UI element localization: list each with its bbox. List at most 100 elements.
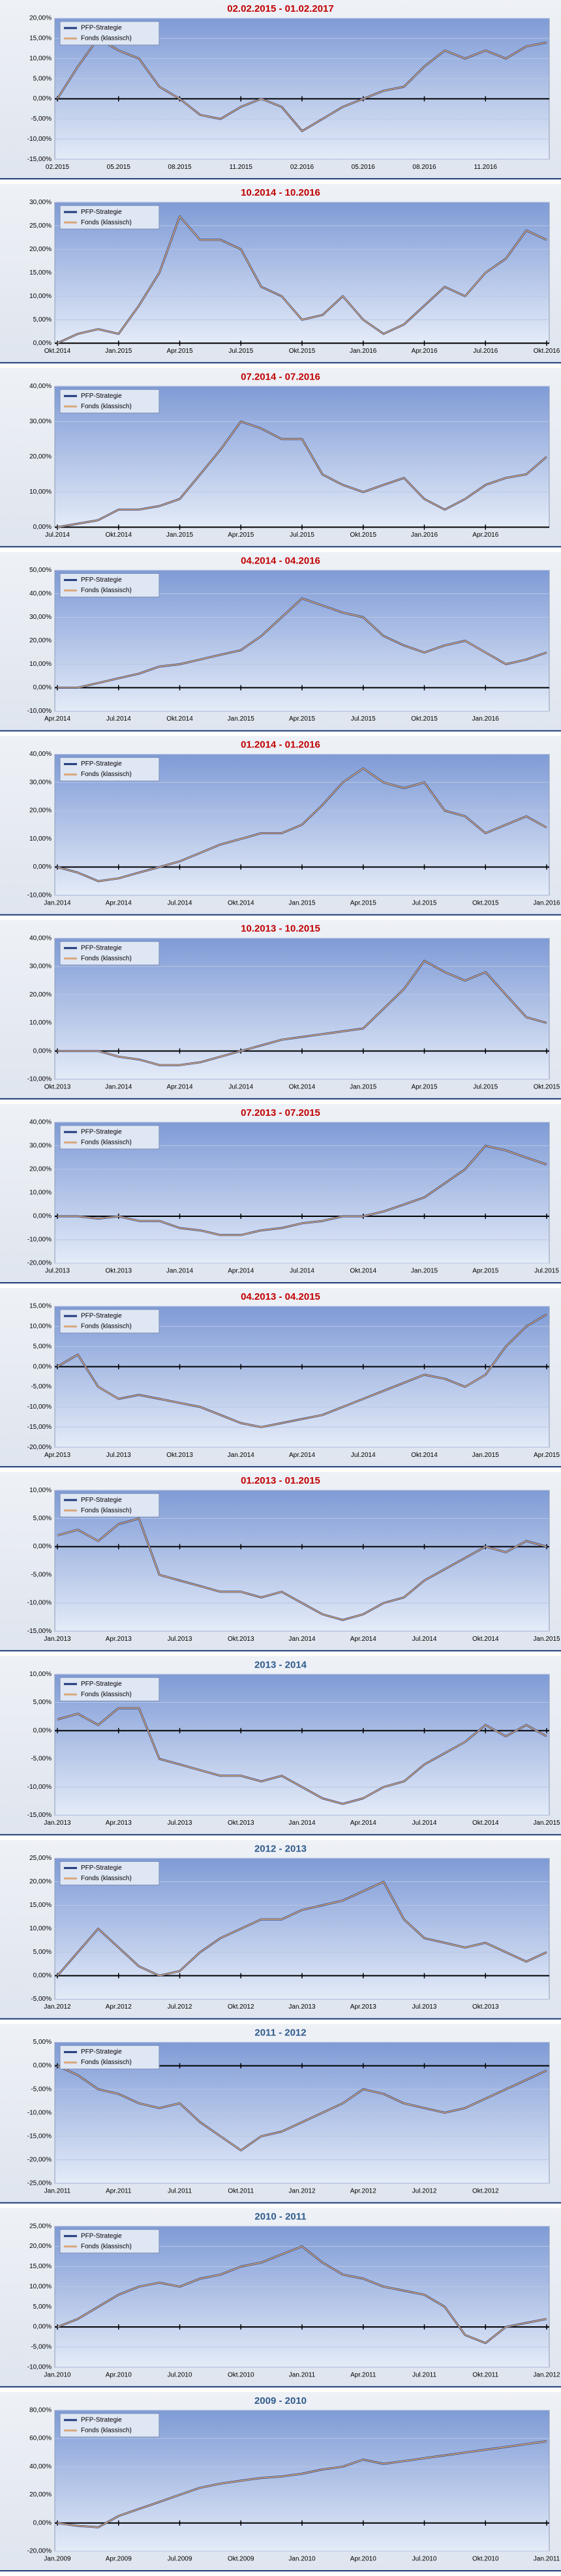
x-tick-label: Jul.2014 [45,532,70,539]
y-tick-label: 30,00% [29,199,52,206]
x-tick-label: Apr.2012 [106,2003,132,2011]
x-tick-label: Okt.2013 [472,2003,499,2011]
x-tick-label: Okt.2014 [228,899,254,906]
x-tick-label: Jan.2014 [288,1636,316,1643]
y-tick-label: -5,00% [31,2086,52,2093]
y-tick-label: 40,00% [29,935,52,942]
chart-title: 02.02.2015 - 01.02.2017 [227,3,333,14]
legend-label: PFP-Strategie [81,209,122,216]
x-tick-label: Okt.2015 [350,532,376,539]
x-tick-label: Jul.2009 [168,2556,192,2563]
chart-title: 04.2014 - 04.2016 [241,555,320,566]
x-tick-label: Jul.2014 [351,1452,376,1459]
x-tick-label: Apr.2015 [534,1452,560,1459]
y-tick-label: 0,00% [33,1727,52,1734]
y-tick-label: -10,00% [27,1075,52,1083]
x-tick-label: Jul.2016 [473,348,498,355]
y-tick-label: 30,00% [29,1143,52,1150]
y-tick-label: 5,00% [33,1699,52,1706]
y-tick-label: 0,00% [33,1213,52,1220]
x-tick-label: Okt.2013 [105,1268,132,1275]
y-tick-label: -15,00% [27,2133,52,2140]
legend-box [59,2229,160,2254]
x-tick-label: Apr.2010 [106,2371,132,2378]
legend-label: Fonds (klassisch) [81,403,132,410]
y-tick-label: 20,00% [29,246,52,253]
x-tick-label: Okt.2014 [289,1083,316,1090]
y-tick-label: -15,00% [27,1812,52,1819]
chart-panel: 2013 - 2014 10,00% 5,00% 0,00% -5,00% -10,00%… [0,1656,561,1836]
chart-title: 2010 - 2011 [254,2211,306,2223]
x-tick-label: 05.2015 [107,164,131,171]
legend-label: PFP-Strategie [81,1128,122,1135]
y-tick-label: 0,00% [33,2519,52,2526]
legend-label: PFP-Strategie [81,25,122,32]
legend-box [59,205,160,230]
series-line [57,1145,547,1236]
y-tick-label: 10,00% [29,293,52,300]
series-line [57,216,547,344]
y-tick-label: -10,00% [27,2363,52,2371]
x-tick-label: 08.2016 [412,164,436,171]
y-tick-label: -10,00% [27,708,52,715]
chart-panel: 07.2014 - 07.2016 40,00% 30,00% 20,00% 10,00… [0,368,561,548]
x-tick-label: Apr.2009 [106,2556,132,2563]
y-tick-label: 0,00% [33,340,52,347]
y-tick-label: 80,00% [29,2406,52,2414]
x-tick-label: Okt.2015 [534,1083,560,1090]
y-tick-label: 15,00% [29,2263,52,2270]
x-tick-label: Jan.2016 [411,532,438,539]
legend-label: PFP-Strategie [81,2416,122,2423]
x-tick-label: Apr.2010 [350,2556,376,2563]
x-tick-label: Jan.2012 [44,2003,71,2011]
legend-box [59,2413,160,2438]
x-tick-label: Okt.2014 [166,715,193,723]
x-tick-label: Okt.2011 [472,2371,498,2378]
x-tick-label: Okt.2014 [44,348,71,355]
x-tick-label: Jan.2015 [166,532,194,539]
legend-label: Fonds (klassisch) [81,2427,132,2434]
y-tick-label: 0,00% [33,1047,52,1055]
legend-label: Fonds (klassisch) [81,35,132,42]
legend-box [59,1309,160,1334]
x-tick-label: Jan.2014 [228,1452,255,1459]
legend-label: PFP-Strategie [81,2232,122,2239]
x-tick-label: Jan.2011 [289,2371,316,2378]
chart-panel: 04.2013 - 04.2015 15,00% 10,00% 5,00% 0,00% -… [0,1288,561,1468]
x-tick-label: Okt.2013 [228,1636,254,1643]
legend-box [59,21,160,46]
chart-title: 07.2013 - 07.2015 [241,1107,320,1118]
x-tick-label: Apr.2013 [44,1452,70,1459]
y-tick-label: 25,00% [29,2223,52,2230]
legend-label: PFP-Strategie [81,2048,122,2056]
x-tick-label: 02.2016 [290,164,314,171]
x-tick-label: Apr.2015 [472,1268,498,1275]
y-tick-label: 20,00% [29,15,52,22]
x-tick-label: Jul.2014 [412,1636,437,1643]
series-line [57,38,547,132]
x-tick-label: Okt.2015 [472,899,499,906]
y-tick-label: -5,00% [31,2344,52,2351]
x-tick-label: Okt.2013 [44,1083,71,1090]
y-tick-label: -25,00% [27,2179,52,2187]
chart-title: 01.2013 - 01.2015 [241,1475,320,1486]
x-tick-label: Jul.2015 [290,532,314,539]
x-tick-label: Jul.2014 [168,899,192,906]
series-line [57,597,547,689]
chart-title: 10.2014 - 10.2016 [241,187,320,198]
chart-title: 07.2014 - 07.2016 [241,371,320,382]
legend-label: PFP-Strategie [81,393,122,400]
x-tick-label: Okt.2010 [228,2371,254,2378]
x-tick-label: Jul.2013 [168,1636,192,1643]
y-tick-label: 20,00% [29,991,52,998]
x-tick-label: Jul.2015 [412,899,437,906]
y-tick-label: 15,00% [29,269,52,277]
legend-label: PFP-Strategie [81,1313,122,1320]
y-tick-label: 10,00% [29,55,52,62]
x-tick-label: Jul.2011 [168,2187,192,2194]
y-tick-label: 5,00% [33,1343,52,1350]
legend-box [59,1677,160,1701]
x-tick-label: Jan.2015 [288,899,316,906]
y-tick-label: 20,00% [29,1878,52,1885]
